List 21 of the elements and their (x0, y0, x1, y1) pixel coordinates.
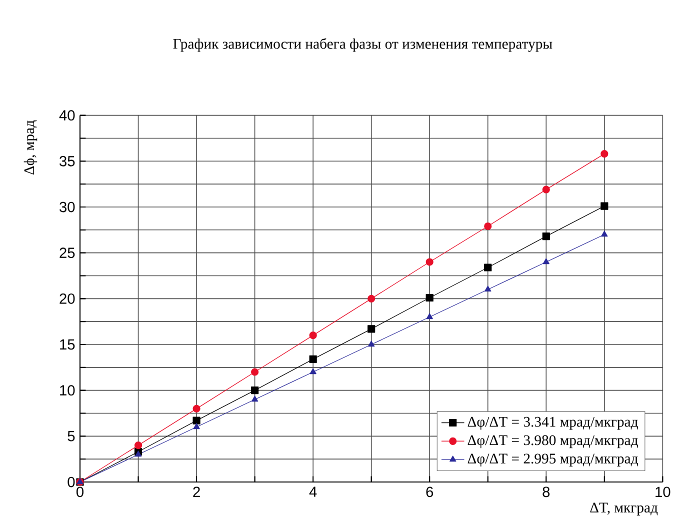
y-tick-label: 25 (60, 248, 75, 258)
x-tick-label: 10 (656, 486, 670, 498)
chart-title: График зависимости набега фазы от изменения температуры (173, 38, 552, 52)
y-tick-label: 10 (60, 385, 75, 396)
x-axis-title: ΔT, мкград (590, 502, 658, 516)
y-tick-label: 30 (60, 202, 75, 212)
x-tick-label: 2 (193, 486, 200, 497)
y-tick-label: 15 (60, 339, 75, 350)
y-axis-title: Δϕ, мрад (24, 120, 38, 175)
x-tick-label: 4 (309, 486, 317, 497)
legend-label: Δφ/ΔT = 2.995 мрад/мкград (468, 454, 638, 467)
x-tick-label: 0 (76, 486, 84, 498)
y-tick-label: 20 (60, 293, 75, 304)
x-tick-label: 6 (426, 486, 434, 498)
y-tick-label: 40 (59, 110, 75, 121)
y-tick-label: 0 (68, 476, 75, 488)
legend-label: Δφ/ΔT = 3.980 мрад/мкград (468, 435, 638, 448)
x-tick-label: 8 (542, 486, 550, 498)
y-tick-label: 5 (68, 431, 75, 442)
legend-label: Δφ/ΔT = 3.341 мрад/мкград (468, 416, 638, 430)
y-tick-label: 35 (60, 156, 75, 166)
